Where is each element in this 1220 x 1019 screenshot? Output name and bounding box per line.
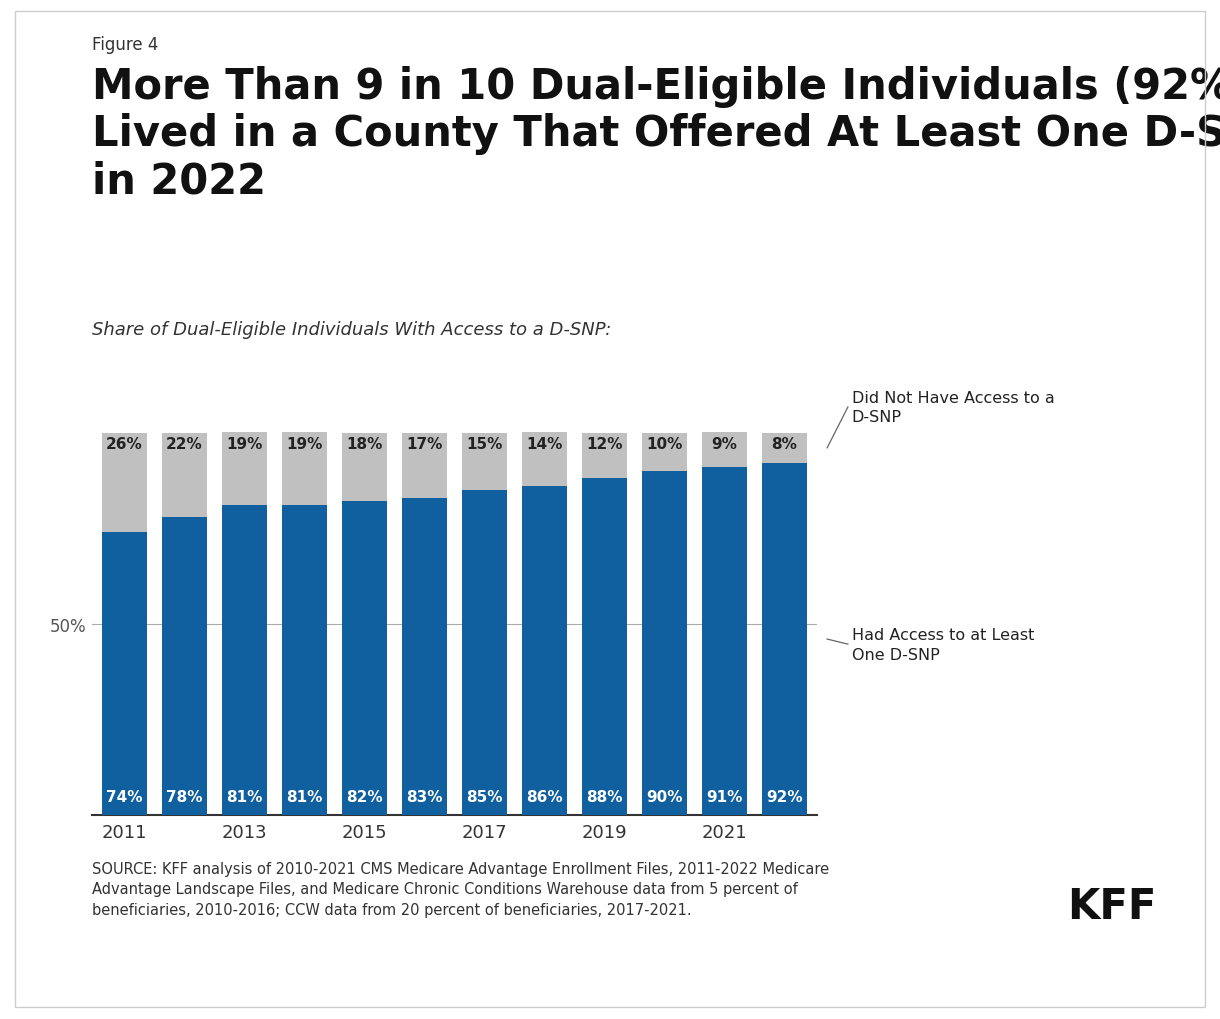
- Text: 14%: 14%: [526, 437, 562, 451]
- Bar: [702, 468, 747, 815]
- Text: 88%: 88%: [586, 789, 622, 804]
- Bar: [162, 517, 207, 815]
- Text: 19%: 19%: [287, 437, 322, 451]
- Text: 85%: 85%: [466, 789, 503, 804]
- Bar: [282, 505, 327, 815]
- Text: 91%: 91%: [706, 789, 743, 804]
- Text: 86%: 86%: [526, 789, 562, 804]
- Bar: [642, 471, 687, 815]
- Text: 81%: 81%: [226, 789, 262, 804]
- Text: 19%: 19%: [226, 437, 262, 451]
- Bar: [102, 532, 146, 815]
- Bar: [522, 433, 567, 486]
- Bar: [102, 433, 146, 532]
- Text: 74%: 74%: [106, 789, 143, 804]
- Text: Figure 4: Figure 4: [92, 36, 157, 54]
- Text: 17%: 17%: [406, 437, 443, 451]
- Text: 81%: 81%: [287, 789, 322, 804]
- Text: 15%: 15%: [466, 437, 503, 451]
- Bar: [582, 433, 627, 479]
- Bar: [342, 501, 387, 815]
- Bar: [401, 498, 447, 815]
- Text: 9%: 9%: [711, 437, 737, 451]
- Bar: [342, 433, 387, 501]
- Text: Had Access to at Least
One D-SNP: Had Access to at Least One D-SNP: [852, 627, 1033, 662]
- Bar: [582, 479, 627, 815]
- Text: 92%: 92%: [766, 789, 803, 804]
- Bar: [222, 505, 267, 815]
- Text: 78%: 78%: [166, 789, 203, 804]
- Text: 22%: 22%: [166, 437, 203, 451]
- Text: 83%: 83%: [406, 789, 443, 804]
- Text: 90%: 90%: [647, 789, 683, 804]
- Text: Share of Dual-Eligible Individuals With Access to a D-SNP:: Share of Dual-Eligible Individuals With …: [92, 321, 611, 339]
- Bar: [462, 433, 508, 490]
- Bar: [401, 433, 447, 498]
- Text: 8%: 8%: [771, 437, 798, 451]
- Text: Did Not Have Access to a
D-SNP: Did Not Have Access to a D-SNP: [852, 390, 1054, 425]
- Text: SOURCE: KFF analysis of 2010-2021 CMS Medicare Advantage Enrollment Files, 2011-: SOURCE: KFF analysis of 2010-2021 CMS Me…: [92, 861, 828, 917]
- Text: 10%: 10%: [647, 437, 683, 451]
- Text: 26%: 26%: [106, 437, 143, 451]
- Bar: [642, 433, 687, 471]
- Bar: [162, 433, 207, 517]
- Text: 18%: 18%: [346, 437, 383, 451]
- Bar: [762, 433, 806, 464]
- Text: KFF: KFF: [1068, 886, 1157, 927]
- Text: 12%: 12%: [586, 437, 622, 451]
- Bar: [282, 433, 327, 505]
- Bar: [762, 464, 806, 815]
- Bar: [702, 433, 747, 468]
- Bar: [222, 433, 267, 505]
- Bar: [522, 486, 567, 815]
- Bar: [462, 490, 508, 815]
- Text: 82%: 82%: [346, 789, 383, 804]
- Text: More Than 9 in 10 Dual-Eligible Individuals (92%)
Lived in a County That Offered: More Than 9 in 10 Dual-Eligible Individu…: [92, 66, 1220, 202]
